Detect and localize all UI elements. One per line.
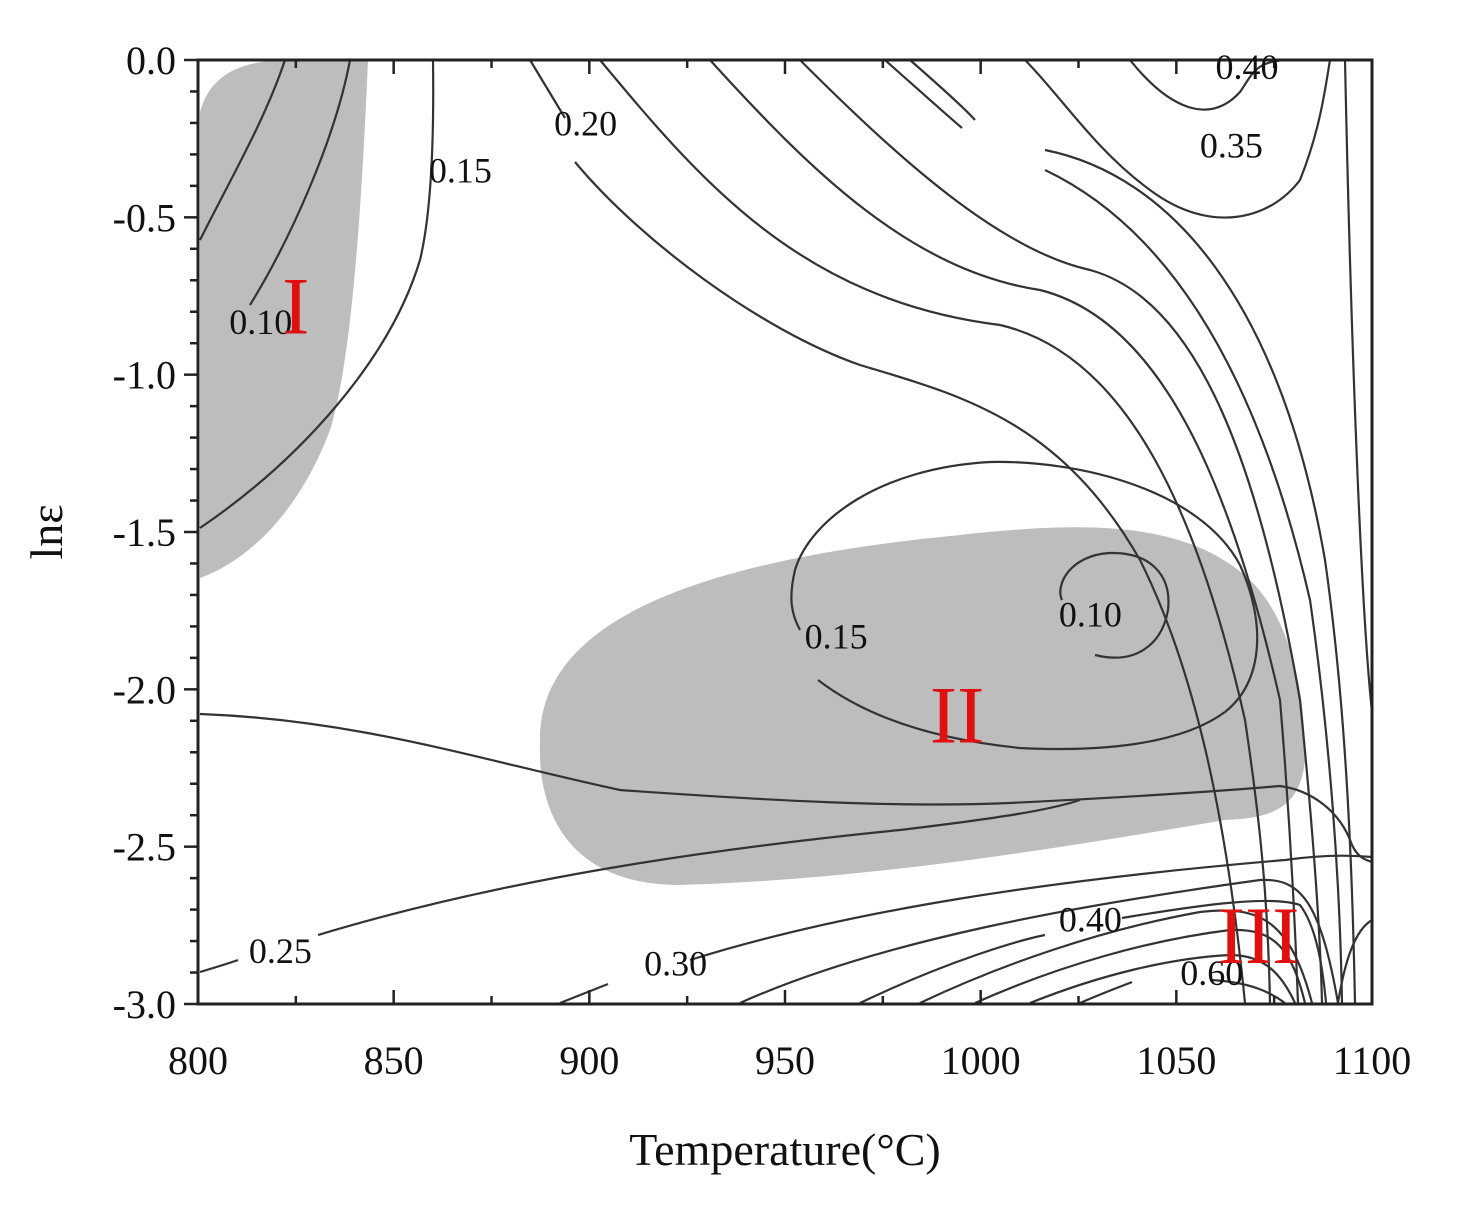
region-label: I <box>282 260 309 351</box>
contour-label: 0.15 <box>805 616 868 656</box>
contour-label: 0.40 <box>1215 47 1278 87</box>
x-tick-label: 1000 <box>941 1038 1021 1083</box>
contour-label: 0.40 <box>1059 900 1122 940</box>
contour-label: 0.30 <box>644 944 707 984</box>
x-axis-tick-labels: 800 850 900 950 1000 1050 1100 <box>168 1038 1411 1083</box>
x-tick-label: 950 <box>755 1038 815 1083</box>
y-tick-label: -3.0 <box>113 982 176 1027</box>
y-tick-label: -2.5 <box>113 825 176 870</box>
y-tick-label: -0.5 <box>113 195 176 240</box>
contour-value-labels: 0.10 0.15 0.20 0.40 0.35 0.15 0.10 0.25 0.30 0.40… <box>229 47 1278 993</box>
region-ii-shading <box>539 527 1305 885</box>
x-tick-label: 900 <box>559 1038 619 1083</box>
y-tick-label: -2.0 <box>113 667 176 712</box>
x-axis-ticks <box>196 60 1374 1004</box>
contour-label: 0.15 <box>429 151 492 191</box>
region-i-shading <box>200 60 368 578</box>
x-tick-label: 1100 <box>1333 1038 1412 1083</box>
contour-label: 0.60 <box>1180 953 1243 993</box>
y-axis-ticks <box>184 58 198 1006</box>
x-axis-title: Temperature(°C) <box>629 1124 940 1175</box>
region-label: II <box>930 670 985 761</box>
y-tick-label: 0.0 <box>126 38 176 83</box>
region-label: III <box>1218 890 1300 981</box>
contour-label: 0.10 <box>1059 594 1122 634</box>
contour-label: 0.35 <box>1200 126 1263 166</box>
x-tick-label: 800 <box>168 1038 228 1083</box>
y-axis-title: lnε <box>21 504 72 559</box>
x-tick-label: 1050 <box>1136 1038 1216 1083</box>
x-tick-label: 850 <box>364 1038 424 1083</box>
contour-label: 0.10 <box>229 302 292 342</box>
y-tick-label: -1.0 <box>113 353 176 398</box>
contour-label: 0.20 <box>554 104 617 144</box>
y-axis-tick-labels: 0.0 -0.5 -1.0 -1.5 -2.0 -2.5 -3.0 <box>113 38 176 1027</box>
y-tick-label: -1.5 <box>113 510 176 555</box>
contour-label: 0.25 <box>249 931 312 971</box>
contour-lines <box>199 58 1374 1005</box>
